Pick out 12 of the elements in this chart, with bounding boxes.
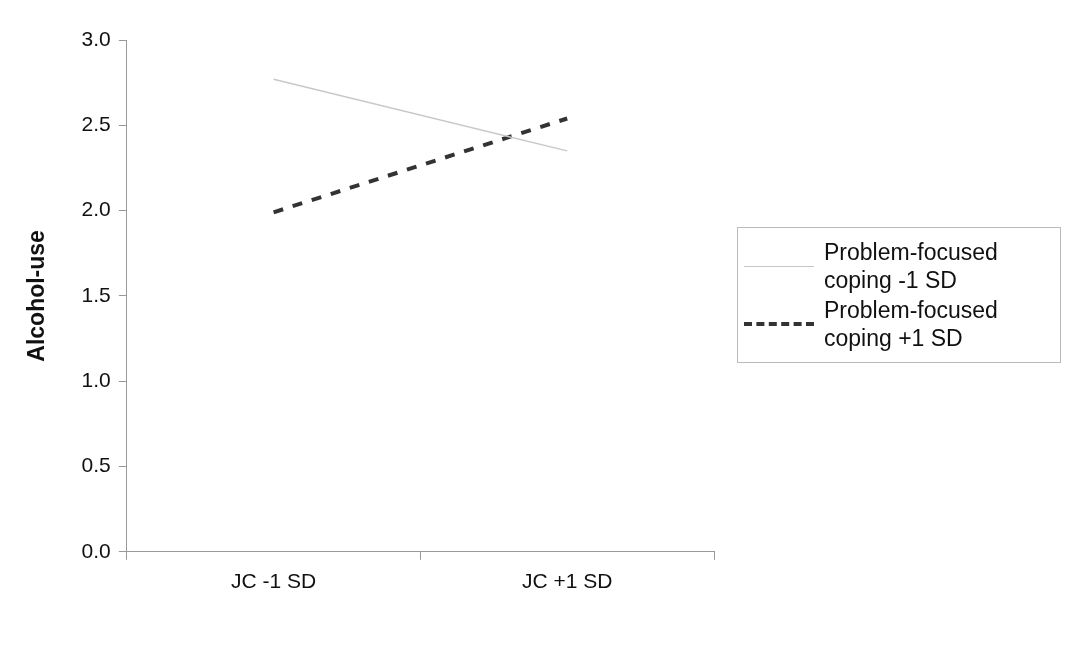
y-tick-label: 2.5 bbox=[81, 112, 111, 136]
y-axis-title: Alcohol-use bbox=[23, 230, 50, 362]
y-tick-label: 1.5 bbox=[81, 282, 111, 306]
y-tick-label: 3.0 bbox=[81, 26, 111, 50]
x-tick-label: JC +1 SD bbox=[521, 569, 613, 593]
y-tick-label: 0.5 bbox=[81, 453, 111, 477]
legend-label: Problem-focused coping -1 SD bbox=[824, 238, 999, 294]
x-tick-label: JC -1 SD bbox=[231, 569, 317, 593]
y-tick-label: 2.0 bbox=[81, 197, 111, 221]
y-tick-label: 0.0 bbox=[81, 538, 111, 562]
y-tick-label: 1.0 bbox=[81, 368, 111, 391]
legend-label: Problem-focused coping +1 SD bbox=[824, 296, 999, 352]
